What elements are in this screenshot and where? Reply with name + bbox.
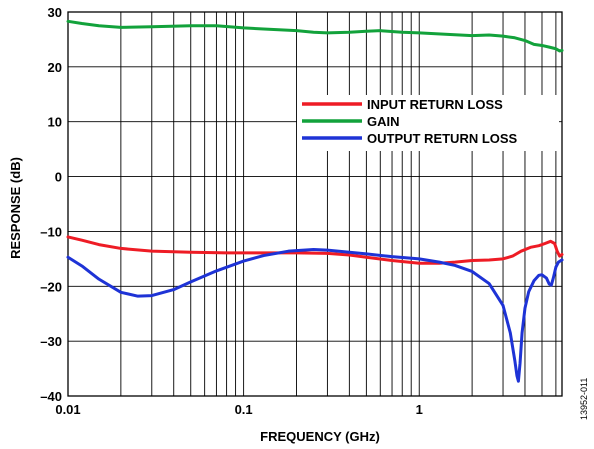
y-tick-labels: 30 20 10 0 –10 –20 –30 –40 [40, 5, 62, 404]
grid [67, 11, 562, 397]
y-tick-label: 30 [48, 5, 62, 20]
series-lines [66, 19, 564, 383]
y-tick-label: 20 [48, 60, 62, 75]
y-tick-label: 0 [55, 170, 62, 185]
x-tick-label: 0.01 [55, 402, 80, 417]
y-tick-label: –30 [40, 334, 62, 349]
series-line-output-return-loss [66, 248, 564, 383]
legend: INPUT RETURN LOSS GAIN OUTPUT RETURN LOSS [297, 95, 559, 151]
legend-label: GAIN [367, 114, 400, 129]
y-tick-label: 10 [48, 115, 62, 130]
x-tick-label: 0.1 [235, 402, 253, 417]
x-tick-label: 1 [416, 402, 423, 417]
y-axis-label: RESPONSE (dB) [8, 157, 23, 259]
y-tick-label: –40 [40, 389, 62, 404]
figure-id: 13952-011 [579, 378, 589, 420]
legend-label: OUTPUT RETURN LOSS [367, 131, 518, 146]
plot-frame [67, 11, 563, 397]
y-tick-label: –20 [40, 279, 62, 294]
series-line-gain [66, 19, 564, 53]
x-tick-labels: 0.01 0.1 1 [55, 402, 423, 417]
y-tick-label: –10 [40, 224, 62, 239]
series-line-input-return-loss [66, 235, 564, 265]
legend-label: INPUT RETURN LOSS [367, 97, 503, 112]
x-axis-label: FREQUENCY (GHz) [260, 429, 380, 444]
